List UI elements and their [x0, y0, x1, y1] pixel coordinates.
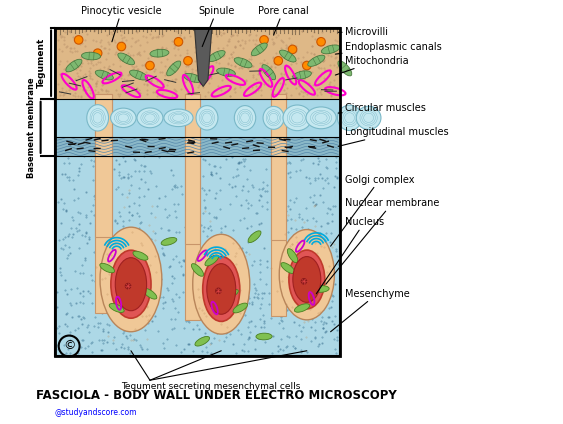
- Ellipse shape: [274, 56, 283, 65]
- FancyBboxPatch shape: [55, 28, 340, 99]
- Ellipse shape: [317, 37, 325, 46]
- Ellipse shape: [279, 50, 296, 62]
- Ellipse shape: [260, 36, 269, 44]
- Text: Longitudinal muscles: Longitudinal muscles: [338, 127, 449, 146]
- Text: Endoplasmic canals: Endoplasmic canals: [336, 42, 441, 54]
- Text: Tegument secreting mesenchymal cells: Tegument secreting mesenchymal cells: [122, 382, 301, 391]
- Ellipse shape: [164, 109, 193, 127]
- Ellipse shape: [184, 56, 192, 65]
- Ellipse shape: [129, 70, 148, 80]
- Ellipse shape: [262, 64, 276, 80]
- Text: FASCIOLA - BODY WALL UNDER ELECTRO MICROSCOPY: FASCIOLA - BODY WALL UNDER ELECTRO MICRO…: [36, 389, 397, 402]
- Ellipse shape: [146, 61, 154, 70]
- Ellipse shape: [279, 229, 334, 320]
- Text: Mesenchyme: Mesenchyme: [330, 289, 410, 332]
- Ellipse shape: [233, 303, 248, 313]
- Ellipse shape: [115, 258, 146, 311]
- Ellipse shape: [293, 257, 321, 302]
- FancyBboxPatch shape: [55, 28, 340, 355]
- Ellipse shape: [215, 287, 222, 294]
- Ellipse shape: [95, 70, 113, 80]
- Ellipse shape: [283, 105, 312, 131]
- Ellipse shape: [137, 108, 163, 128]
- Ellipse shape: [289, 250, 325, 309]
- Ellipse shape: [118, 53, 135, 65]
- FancyBboxPatch shape: [185, 94, 200, 244]
- Ellipse shape: [100, 263, 114, 273]
- Ellipse shape: [109, 304, 124, 312]
- Ellipse shape: [143, 288, 157, 299]
- Ellipse shape: [100, 227, 162, 332]
- Ellipse shape: [263, 106, 284, 129]
- Ellipse shape: [93, 49, 102, 58]
- Ellipse shape: [234, 58, 252, 68]
- FancyBboxPatch shape: [95, 94, 112, 313]
- Text: Mitochondria: Mitochondria: [336, 56, 409, 75]
- FancyBboxPatch shape: [95, 94, 112, 237]
- Ellipse shape: [223, 289, 238, 298]
- Ellipse shape: [293, 71, 311, 79]
- Text: Microvilli: Microvilli: [338, 27, 388, 37]
- Text: Tegument: Tegument: [37, 38, 46, 88]
- FancyBboxPatch shape: [55, 99, 340, 137]
- FancyBboxPatch shape: [271, 94, 286, 240]
- Ellipse shape: [74, 36, 83, 44]
- Ellipse shape: [308, 55, 325, 67]
- Ellipse shape: [248, 231, 261, 243]
- Ellipse shape: [193, 234, 250, 334]
- Text: Nucleus: Nucleus: [316, 218, 384, 294]
- Ellipse shape: [161, 237, 177, 245]
- Ellipse shape: [191, 264, 203, 276]
- Ellipse shape: [82, 52, 101, 60]
- Ellipse shape: [205, 255, 218, 266]
- Ellipse shape: [306, 107, 336, 129]
- Text: Spinule: Spinule: [198, 6, 235, 47]
- Text: ©: ©: [63, 340, 75, 352]
- Ellipse shape: [167, 61, 181, 76]
- Ellipse shape: [217, 68, 235, 76]
- Ellipse shape: [356, 106, 381, 129]
- Text: Basement membrane: Basement membrane: [26, 77, 35, 178]
- Ellipse shape: [251, 43, 267, 56]
- Ellipse shape: [196, 106, 218, 130]
- Ellipse shape: [125, 283, 131, 290]
- Ellipse shape: [133, 251, 148, 260]
- Ellipse shape: [338, 61, 352, 76]
- FancyBboxPatch shape: [185, 94, 200, 321]
- Text: Nuclear membrane: Nuclear membrane: [326, 198, 439, 284]
- Ellipse shape: [288, 45, 297, 54]
- Ellipse shape: [203, 257, 240, 321]
- Ellipse shape: [174, 37, 183, 46]
- Text: Pinocytic vesicle: Pinocytic vesicle: [81, 6, 162, 42]
- Ellipse shape: [87, 105, 109, 131]
- Ellipse shape: [117, 42, 126, 51]
- Ellipse shape: [281, 262, 294, 273]
- Polygon shape: [195, 29, 212, 86]
- FancyBboxPatch shape: [55, 137, 340, 156]
- Ellipse shape: [110, 108, 136, 128]
- Ellipse shape: [150, 49, 169, 57]
- Ellipse shape: [234, 106, 256, 130]
- Ellipse shape: [287, 248, 298, 263]
- Ellipse shape: [184, 73, 202, 82]
- Ellipse shape: [321, 45, 340, 54]
- Ellipse shape: [256, 333, 272, 340]
- Ellipse shape: [301, 278, 307, 285]
- Text: Pore canal: Pore canal: [258, 6, 309, 35]
- Ellipse shape: [337, 105, 362, 131]
- Text: @studyandscore.com: @studyandscore.com: [55, 408, 137, 417]
- Text: Golgi complex: Golgi complex: [330, 175, 414, 246]
- Ellipse shape: [66, 59, 82, 72]
- Ellipse shape: [302, 61, 311, 70]
- Ellipse shape: [208, 50, 225, 61]
- Ellipse shape: [207, 264, 236, 314]
- FancyBboxPatch shape: [271, 94, 286, 315]
- Ellipse shape: [111, 250, 151, 318]
- Ellipse shape: [313, 286, 329, 292]
- Ellipse shape: [294, 304, 310, 312]
- Text: Circular muscles: Circular muscles: [338, 103, 426, 113]
- Ellipse shape: [195, 337, 209, 346]
